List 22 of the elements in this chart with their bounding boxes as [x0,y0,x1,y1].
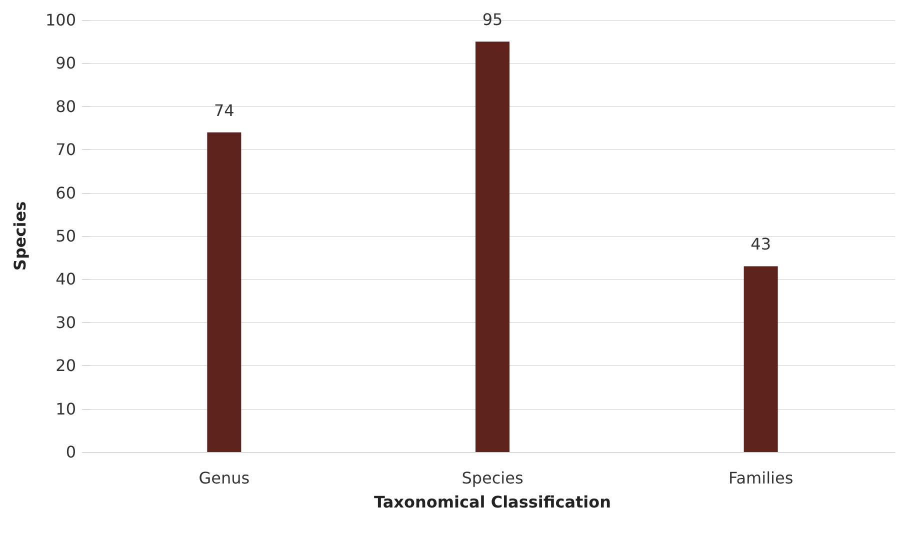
y-tick-label: 60 [56,183,76,202]
y-axis-title: Species [10,201,30,271]
y-tick-label: 40 [56,270,76,289]
x-tick-label: Species [462,468,524,488]
bar [476,42,510,452]
y-tick-label: 80 [56,96,76,116]
y-tick-label: 0 [66,442,76,462]
y-tick-label: 10 [56,399,76,418]
y-tick-label: 90 [56,54,76,73]
bar [744,266,778,452]
bar [207,132,242,452]
y-tick-label: 70 [56,140,76,160]
y-tick-label: 30 [56,312,76,332]
x-tick-label: Families [728,468,794,488]
data-label: 43 [750,234,772,254]
data-label: 95 [482,10,503,30]
y-tick-label: 50 [56,226,76,246]
data-label: 74 [214,100,234,120]
x-tick-label: Genus [198,468,250,488]
y-tick-label: 100 [45,10,76,30]
x-axis-title: Taxonomical Classification [374,492,612,512]
y-tick-label: 20 [56,356,76,376]
